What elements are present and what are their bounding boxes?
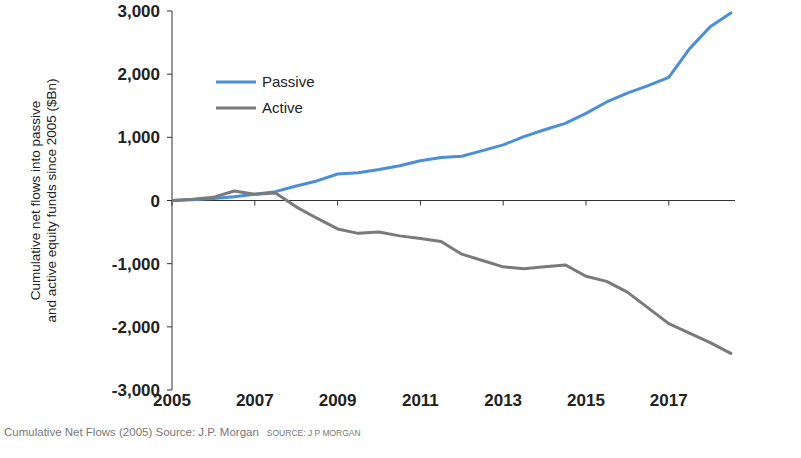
x-tick-label: 2015 [567,391,605,410]
y-tick-label: 3,000 [117,2,160,21]
x-axis [172,200,735,201]
y-tick-label: 2,000 [117,65,160,84]
y-tick-label: 1,000 [117,128,160,147]
y-tick [167,11,172,12]
legend-swatch [216,81,256,84]
legend-swatch [216,107,256,110]
y-tick-label: -2,000 [112,318,160,337]
x-tick-label: 2013 [484,391,522,410]
x-tick-label: 2017 [650,391,688,410]
x-tick [337,201,338,206]
y-tick [167,263,172,264]
series-line [172,191,731,353]
y-tick-label: 0 [151,192,160,211]
x-tick-label: 2011 [402,391,439,410]
caption-source: SOURCE: J P MORGAN [267,428,361,438]
x-tick [585,201,586,206]
x-tick [420,201,421,206]
y-tick [167,137,172,138]
y-tick [167,74,172,75]
x-tick [668,201,669,206]
y-axis-label: Cumulative net flows into passiveand act… [28,79,59,323]
y-tick [167,200,172,201]
x-tick [503,201,504,206]
caption-text: Cumulative Net Flows (2005) Source: J.P.… [4,426,259,438]
legend-label: Passive [262,73,315,90]
x-tick-label: 2007 [236,391,274,410]
series-line [172,13,731,201]
y-tick-label: -1,000 [112,255,160,274]
plot-lines [172,13,731,353]
legend-label: Active [262,99,303,116]
y-tick [167,326,172,327]
x-tick-label: 2009 [319,391,357,410]
caption: Cumulative Net Flows (2005) Source: J.P.… [4,426,361,438]
x-tick [254,201,255,206]
x-tick-label: 2005 [153,391,191,410]
chart: -3,000-2,000-1,00001,0002,0003,000200520… [0,0,801,458]
